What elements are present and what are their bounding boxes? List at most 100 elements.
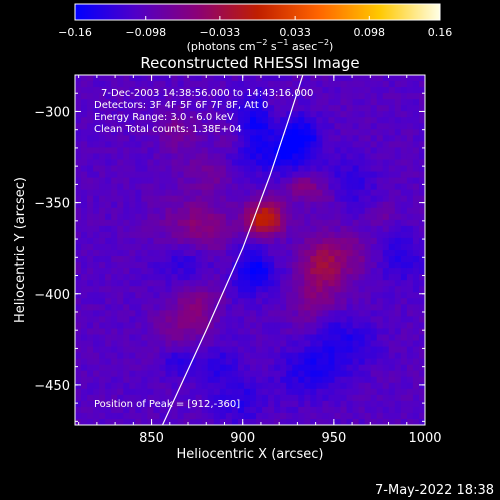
heatmap-cell (105, 219, 112, 227)
heatmap-cell (93, 117, 100, 124)
heatmap-cell (322, 262, 330, 269)
heatmap-cell (117, 346, 124, 354)
heatmap-cell (93, 99, 100, 106)
heatmap-cell (195, 286, 203, 293)
heatmap-cell (81, 352, 88, 360)
heatmap-cell (165, 117, 173, 124)
heatmap-cell (177, 262, 185, 269)
heatmap-cell (147, 135, 155, 142)
heatmap-cell (93, 388, 100, 396)
heatmap-cell (75, 352, 82, 360)
heatmap-cell (364, 316, 372, 324)
heatmap-cell (298, 418, 305, 425)
heatmap-cell (111, 219, 118, 227)
heatmap-cell (418, 412, 425, 420)
heatmap-cell (87, 304, 94, 311)
heatmap-cell (358, 237, 366, 245)
heatmap-cell (153, 213, 161, 221)
heatmap-cell (105, 189, 112, 197)
heatmap-cell (406, 93, 414, 100)
heatmap-cell (99, 316, 106, 324)
heatmap-cell (129, 123, 136, 130)
heatmap-cell (153, 364, 161, 372)
heatmap-cell (304, 87, 311, 94)
heatmap-cell (243, 394, 251, 402)
heatmap-cell (310, 117, 317, 124)
heatmap-cell (370, 99, 378, 106)
heatmap-cell (340, 334, 348, 342)
heatmap-cell (322, 400, 330, 408)
heatmap-cell (135, 364, 142, 372)
heatmap-cell (322, 135, 330, 142)
heatmap-cell (328, 111, 336, 118)
heatmap-cell (87, 105, 94, 112)
heatmap-cell (298, 274, 305, 281)
heatmap-cell (280, 213, 287, 221)
heatmap-cell (213, 159, 221, 167)
heatmap-cell (358, 129, 366, 136)
heatmap-cell (87, 274, 94, 281)
heatmap-cell (262, 243, 269, 251)
heatmap-cell (376, 376, 384, 384)
heatmap-cell (316, 418, 324, 425)
heatmap-cell (75, 334, 82, 342)
heatmap-cell (105, 250, 112, 257)
heatmap-cell (334, 316, 342, 324)
heatmap-cell (99, 141, 106, 149)
heatmap-cell (418, 243, 425, 251)
heatmap-cell (99, 219, 106, 227)
heatmap-cell (346, 231, 354, 239)
heatmap-cell (195, 412, 203, 420)
heatmap-cell (81, 117, 88, 124)
heatmap-cell (280, 268, 287, 275)
heatmap-cell (99, 81, 106, 88)
heatmap-cell (153, 268, 161, 275)
heatmap-cell (195, 135, 203, 142)
heatmap-cell (183, 177, 191, 185)
heatmap-cell (237, 171, 245, 179)
heatmap-cell (159, 183, 167, 191)
heatmap-cell (213, 256, 221, 263)
heatmap-cell (111, 75, 118, 82)
heatmap-cell (153, 376, 161, 384)
heatmap-cell (183, 159, 191, 167)
heatmap-cell (123, 75, 130, 82)
heatmap-cell (340, 99, 348, 106)
heatmap-cell (412, 171, 420, 179)
heatmap-cell (117, 394, 124, 402)
heatmap-cell (105, 298, 112, 305)
heatmap-cell (292, 304, 299, 311)
heatmap-cell (364, 129, 372, 136)
heatmap-cell (207, 250, 215, 257)
heatmap-cell (81, 376, 88, 384)
heatmap-cell (147, 237, 155, 245)
heatmap-cell (346, 364, 354, 372)
heatmap-cell (334, 394, 342, 402)
heatmap-cell (340, 75, 348, 82)
heatmap-cell (111, 93, 118, 100)
heatmap-cell (412, 328, 420, 336)
heatmap-cell (310, 201, 317, 209)
heatmap-cell (213, 99, 221, 106)
heatmap-cell (352, 237, 360, 245)
heatmap-cell (400, 75, 408, 82)
heatmap-cell (141, 406, 149, 414)
heatmap-cell (352, 201, 360, 209)
heatmap-cell (225, 201, 233, 209)
heatmap-cell (135, 298, 142, 305)
heatmap-cell (243, 159, 251, 167)
heatmap-cell (280, 189, 287, 197)
heatmap-cell (117, 159, 124, 167)
heatmap-cell (412, 207, 420, 215)
heatmap-cell (328, 382, 336, 390)
heatmap-cell (418, 304, 425, 311)
heatmap-cell (219, 364, 227, 372)
heatmap-cell (93, 123, 100, 130)
heatmap-cell (231, 201, 239, 209)
heatmap-cell (346, 388, 354, 396)
heatmap-cell (93, 135, 100, 142)
heatmap-cell (298, 358, 305, 366)
heatmap-cell (406, 268, 414, 275)
heatmap-cell (153, 237, 161, 245)
heatmap-cell (87, 394, 94, 402)
